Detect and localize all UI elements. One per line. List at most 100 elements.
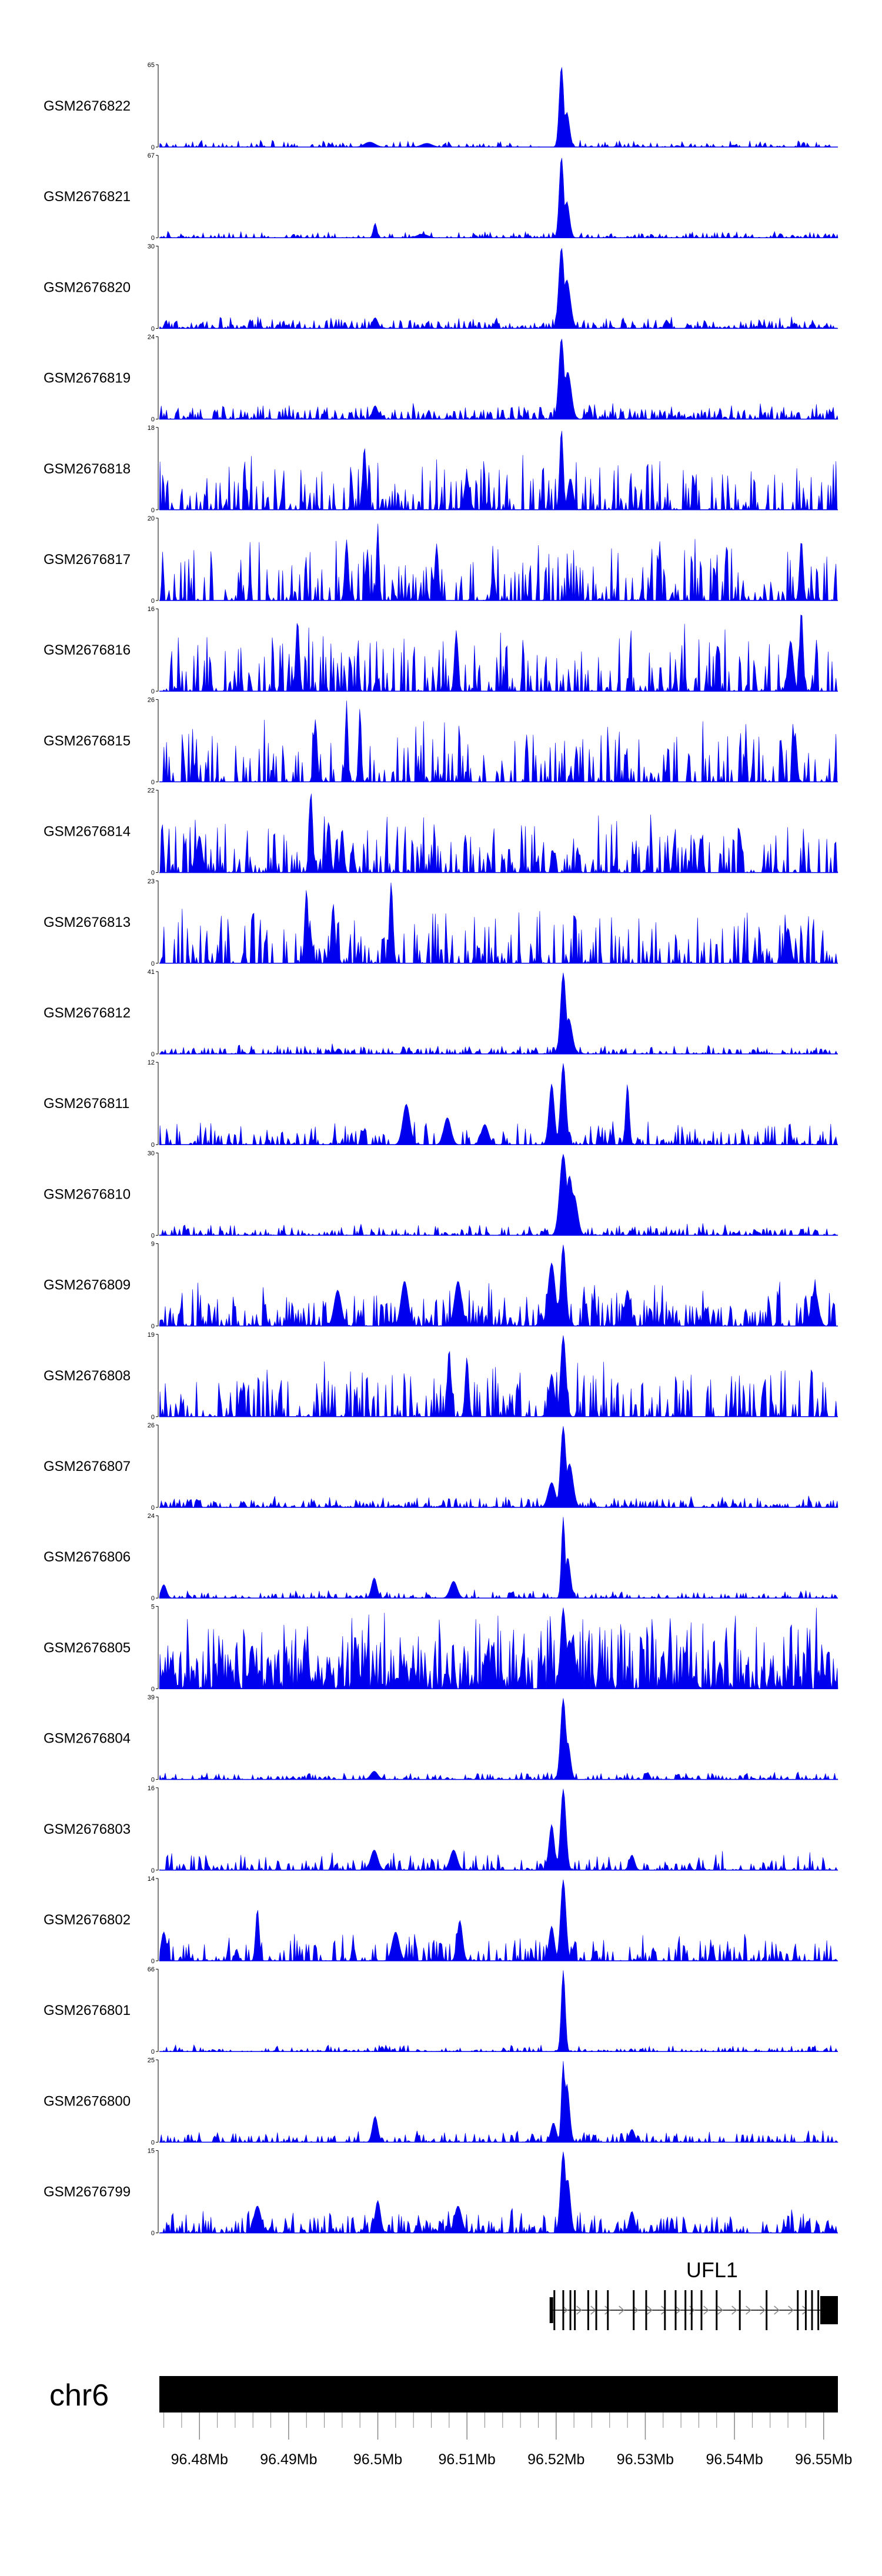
coverage-area-GSM2676801 <box>159 1970 838 2053</box>
gene-exon <box>574 2290 576 2330</box>
track-GSM2676811: GSM2676811 12 0 <box>44 1059 838 1149</box>
y-tick-label-zero: 0 <box>151 144 155 151</box>
coverage-area-GSM2676807 <box>159 1426 838 1509</box>
y-tick-label-max: 22 <box>148 788 155 795</box>
gene-exon <box>633 2290 635 2330</box>
y-tick-label-zero: 0 <box>151 779 155 786</box>
track-GSM2676816: GSM2676816 16 0 <box>44 606 838 695</box>
y-tick-label-max: 41 <box>148 969 155 976</box>
track-GSM2676820: GSM2676820 30 0 <box>44 243 838 332</box>
track-label-GSM2676817: GSM2676817 <box>44 552 131 568</box>
y-tick-label-zero: 0 <box>151 1777 155 1784</box>
chromosome-label: chr6 <box>49 2378 109 2413</box>
y-tick-label-max: 9 <box>151 1241 155 1248</box>
coverage-area-GSM2676810 <box>159 1154 838 1236</box>
y-tick-label-max: 19 <box>148 1332 155 1339</box>
y-tick-label-max: 30 <box>148 243 155 250</box>
track-GSM2676801: GSM2676801 66 0 <box>44 1966 838 2056</box>
y-tick-label-zero: 0 <box>151 1323 155 1330</box>
gene-exon <box>569 2290 572 2330</box>
gene-exon-last <box>820 2296 838 2324</box>
axis-tick-label: 96.53Mb <box>617 2451 674 2468</box>
y-tick-label-max: 24 <box>148 334 155 341</box>
track-label-GSM2676802: GSM2676802 <box>44 1912 131 1928</box>
y-tick-label-max: 25 <box>148 2057 155 2064</box>
y-tick-label-zero: 0 <box>151 960 155 967</box>
gene-exon-first <box>549 2297 553 2323</box>
track-label-GSM2676800: GSM2676800 <box>44 2093 131 2109</box>
y-tick-label-max: 12 <box>148 1059 155 1066</box>
gene-exon <box>674 2290 677 2330</box>
y-tick-label-zero: 0 <box>151 1504 155 1511</box>
gene-exon <box>664 2290 666 2330</box>
strand-arrow <box>576 2305 582 2315</box>
strand-arrow <box>661 2305 667 2315</box>
strand-arrow <box>788 2305 794 2315</box>
y-tick-label-zero: 0 <box>151 235 155 242</box>
y-tick-label-zero: 0 <box>151 2048 155 2056</box>
track-GSM2676817: GSM2676817 20 0 <box>44 515 838 605</box>
gene-exon <box>607 2290 609 2330</box>
track-label-GSM2676819: GSM2676819 <box>44 371 131 386</box>
y-tick-label-max: 20 <box>148 515 155 522</box>
track-label-GSM2676809: GSM2676809 <box>44 1277 131 1293</box>
coverage-area-GSM2676814 <box>159 793 838 873</box>
strand-arrow <box>802 2305 808 2315</box>
track-GSM2676806: GSM2676806 24 0 <box>44 1513 838 1602</box>
chromosome-axis-track: chr6 96.48Mb 96.49Mb 96.5Mb 96.51Mb 96.52Mb 96… <box>49 2376 852 2468</box>
gene-exon <box>817 2290 820 2330</box>
track-label-GSM2676812: GSM2676812 <box>44 1005 131 1021</box>
y-tick-label-zero: 0 <box>151 1051 155 1058</box>
y-tick-label-max: 14 <box>148 1876 155 1883</box>
track-label-GSM2676815: GSM2676815 <box>44 733 131 749</box>
track-GSM2676810: GSM2676810 30 0 <box>44 1150 838 1239</box>
strand-arrow <box>633 2305 639 2315</box>
y-tick-label-max: 30 <box>148 1150 155 1157</box>
coverage-area-GSM2676816 <box>159 615 838 692</box>
gene-exon <box>811 2290 813 2330</box>
axis-tick-label: 96.55Mb <box>795 2451 852 2468</box>
y-tick-label-max: 16 <box>148 1785 155 1792</box>
coverage-area-GSM2676822 <box>159 67 838 148</box>
coverage-area-GSM2676815 <box>159 700 838 783</box>
track-label-GSM2676803: GSM2676803 <box>44 1821 131 1837</box>
track-label-GSM2676822: GSM2676822 <box>44 98 131 114</box>
gene-exon <box>645 2290 647 2330</box>
track-GSM2676822: GSM2676822 65 0 <box>44 62 838 151</box>
coverage-area-GSM2676812 <box>159 972 838 1055</box>
gene-exon <box>700 2290 703 2330</box>
y-tick-label-max: 39 <box>148 1694 155 1701</box>
track-label-GSM2676821: GSM2676821 <box>44 189 131 205</box>
track-GSM2676799: GSM2676799 15 0 <box>44 2148 838 2237</box>
y-tick-label-zero: 0 <box>151 416 155 423</box>
axis-tick-label: 96.51Mb <box>439 2451 496 2468</box>
coverage-area-GSM2676800 <box>159 2061 839 2143</box>
gene-exon <box>595 2290 597 2330</box>
y-tick-label-max: 67 <box>148 152 155 159</box>
coverage-tracks: GSM2676822650GSM2676821670GSM2676820300G… <box>44 62 839 2237</box>
y-tick-label-zero: 0 <box>151 2230 155 2237</box>
y-tick-label-max: 15 <box>148 2148 155 2155</box>
y-tick-label-zero: 0 <box>151 598 155 605</box>
axis-tick-label: 96.52Mb <box>527 2451 584 2468</box>
y-tick-label-max: 26 <box>148 1422 155 1429</box>
gene-exon <box>804 2290 807 2330</box>
track-label-GSM2676808: GSM2676808 <box>44 1368 131 1384</box>
strand-arrow <box>619 2305 624 2315</box>
y-tick-label-max: 24 <box>148 1513 155 1520</box>
y-tick-label-zero: 0 <box>151 870 155 877</box>
gene-exon <box>562 2290 564 2330</box>
track-label-GSM2676799: GSM2676799 <box>44 2184 131 2200</box>
y-tick-label-max: 66 <box>148 1966 155 1973</box>
coverage-area-GSM2676817 <box>159 523 838 602</box>
coverage-area-GSM2676802 <box>159 1879 838 1962</box>
y-tick-label-zero: 0 <box>151 1142 155 1149</box>
coverage-area-GSM2676803 <box>159 1788 838 1871</box>
y-tick-label-zero: 0 <box>151 325 155 332</box>
gene-exon <box>553 2290 556 2330</box>
y-tick-label-max: 18 <box>148 425 155 432</box>
coverage-area-GSM2676805 <box>159 1607 838 1690</box>
coverage-area-GSM2676818 <box>159 431 838 510</box>
track-label-GSM2676807: GSM2676807 <box>44 1459 131 1474</box>
